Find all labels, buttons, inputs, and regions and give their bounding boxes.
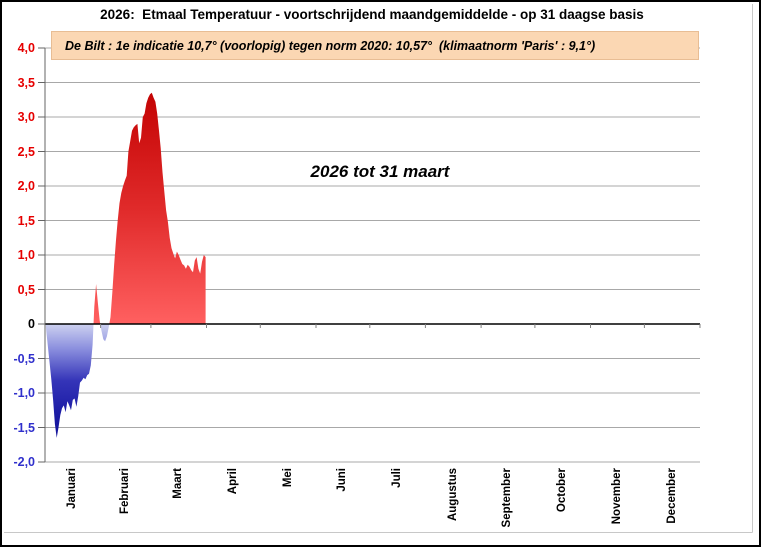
y-tick-label: -2,0 xyxy=(13,455,35,469)
y-tick-label: -1,0 xyxy=(13,386,35,400)
y-tick-label: 1,5 xyxy=(17,213,35,228)
y-tick-label: 2,5 xyxy=(17,144,35,159)
month-label-december: December xyxy=(665,468,678,524)
y-tick-label: -0,5 xyxy=(13,351,35,366)
month-label-juni: Juni xyxy=(336,468,349,492)
y-tick-label: 0 xyxy=(28,317,35,331)
temperature-area-positive xyxy=(45,92,206,324)
period-annotation: 2026 tot 31 maart xyxy=(310,162,450,181)
y-tick-label: -1,5 xyxy=(13,420,35,435)
subtitle-text: De Bilt : 1e indicatie 10,7° (voorlopig)… xyxy=(65,38,596,53)
month-label-november: November xyxy=(610,468,623,525)
month-label-januari: Januari xyxy=(66,468,79,509)
month-label-juli: Juli xyxy=(391,468,404,488)
y-tick-label: 3,5 xyxy=(17,75,35,90)
month-label-februari: Februari xyxy=(119,468,132,515)
y-tick-label: 2,0 xyxy=(17,179,35,193)
y-tick-label: 0,5 xyxy=(17,282,35,297)
month-label-april: April xyxy=(226,468,239,495)
chart-title: 2026: Etmaal Temperatuur - voortschrijde… xyxy=(100,7,644,22)
y-tick-label: 3,0 xyxy=(17,110,35,124)
y-tick-label: 1,0 xyxy=(17,248,35,262)
month-label-maart: Maart xyxy=(172,468,185,499)
month-label-september: September xyxy=(501,468,514,528)
temperature-area-negative xyxy=(45,324,206,438)
month-label-augustus: Augustus xyxy=(446,468,459,522)
month-label-mei: Mei xyxy=(281,468,294,488)
month-label-october: October xyxy=(556,468,569,513)
subtitle-banner: De Bilt : 1e indicatie 10,7° (voorlopig)… xyxy=(51,31,699,60)
y-tick-label: 4,0 xyxy=(17,41,35,55)
